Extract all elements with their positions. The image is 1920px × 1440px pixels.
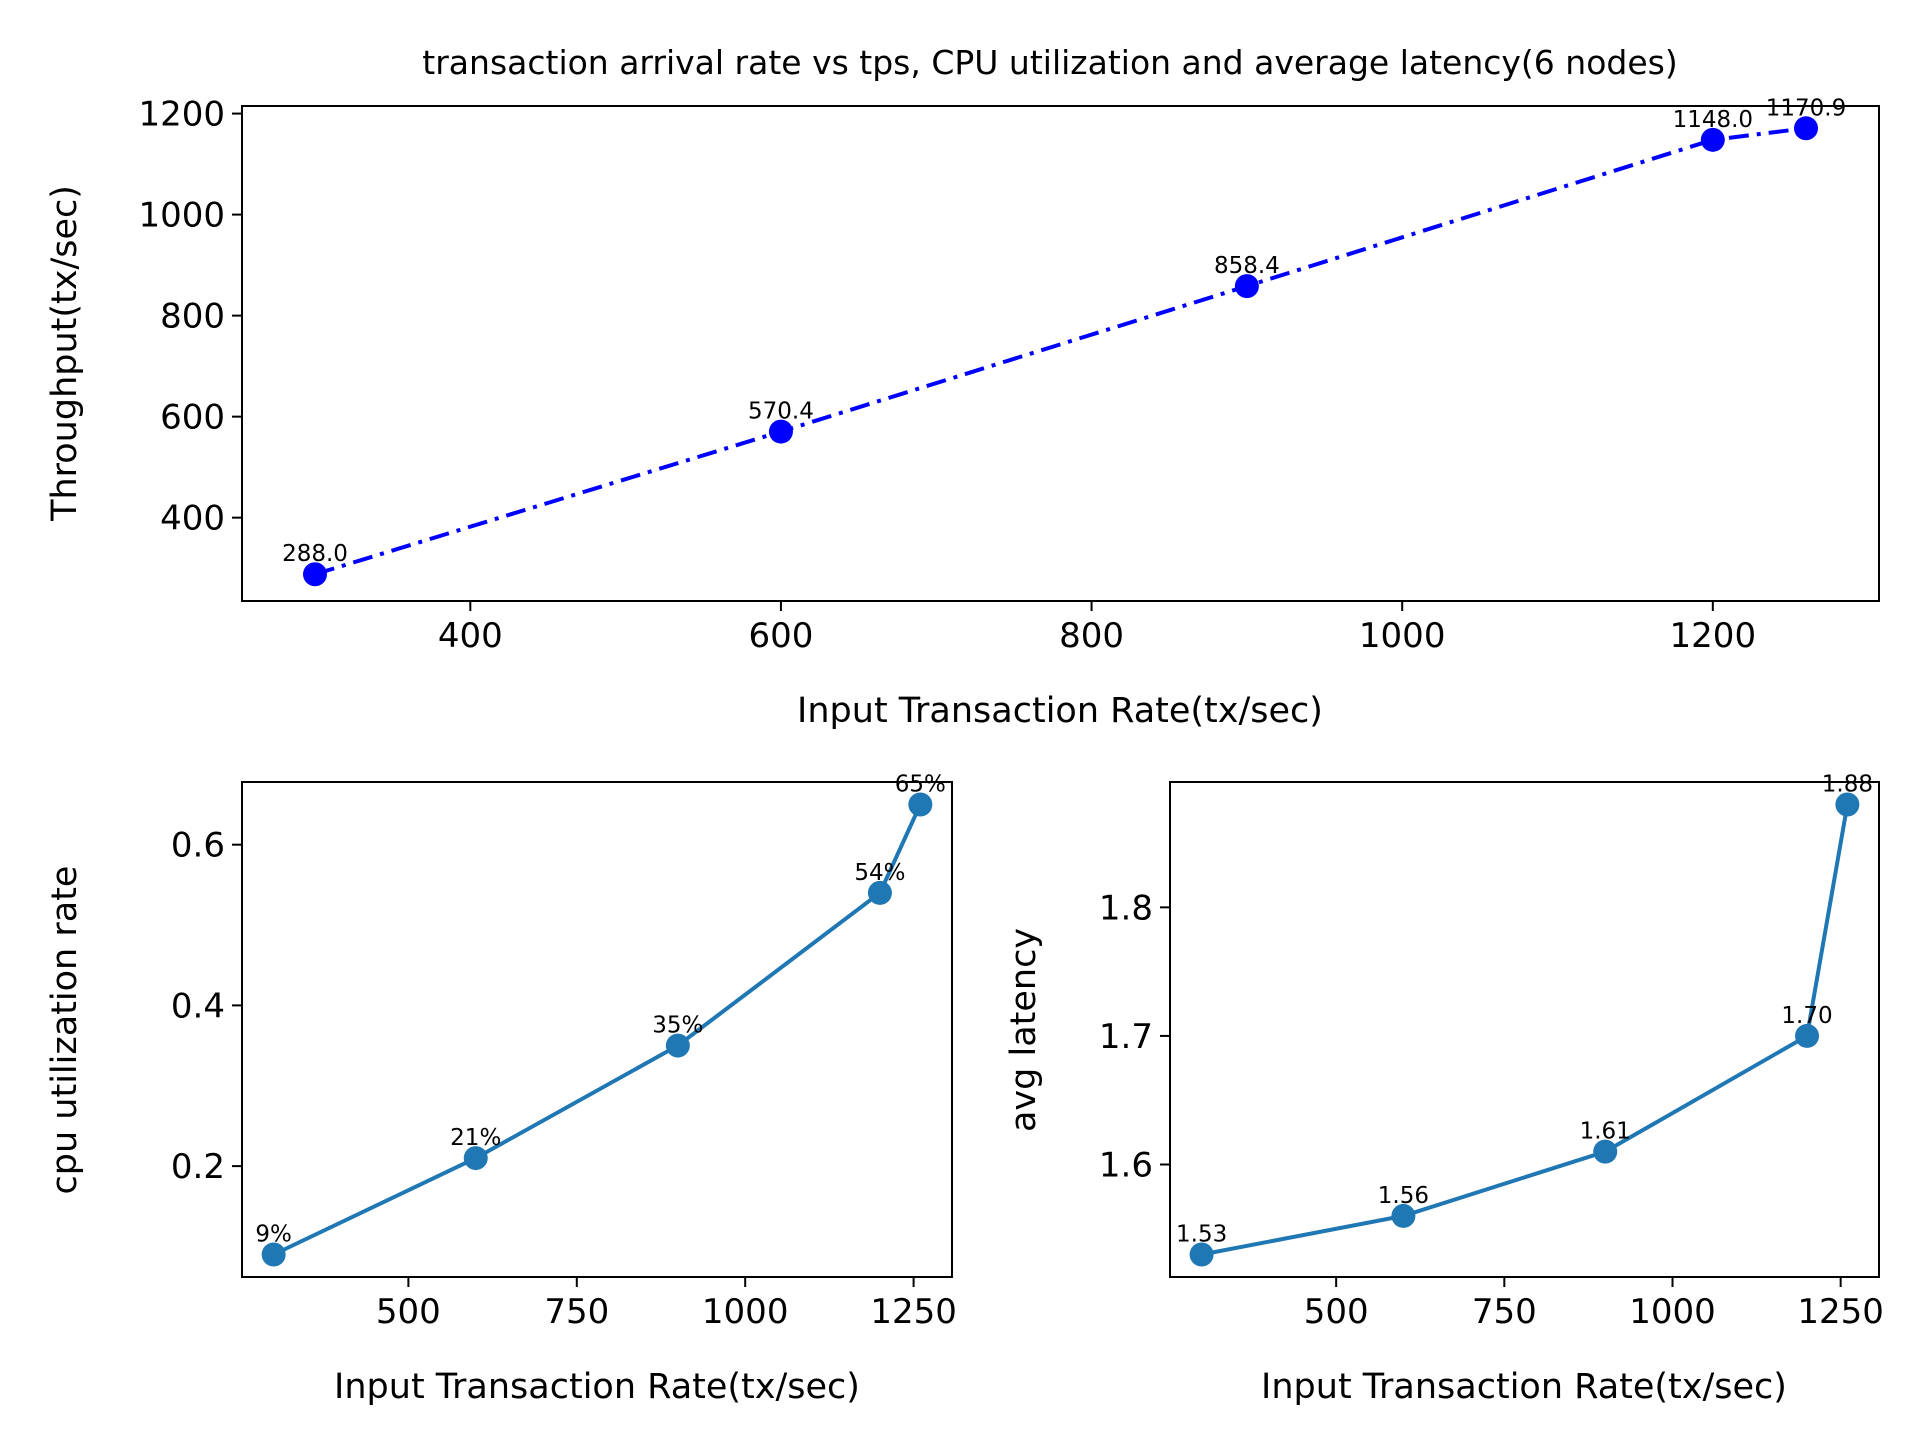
y-tick-label: 0.6: [171, 826, 225, 866]
data-label: 1170.9: [1766, 95, 1846, 121]
data-label: 1148.0: [1673, 107, 1753, 133]
data-label: 1.70: [1781, 1003, 1832, 1029]
data-point: [1593, 1139, 1618, 1164]
y-tick-label: 1.7: [1099, 1017, 1153, 1057]
series-line: [272, 803, 923, 1257]
x-tick-label: 600: [748, 616, 813, 656]
data-label: 21%: [450, 1125, 501, 1151]
data-point: [1189, 1242, 1214, 1267]
data-label: 1.61: [1580, 1119, 1631, 1145]
data-label: 570.4: [748, 399, 814, 425]
y-tick-label: 0.4: [171, 986, 225, 1026]
data-point: [908, 792, 933, 817]
throughput-plot-frame: [241, 105, 1880, 602]
cpu-plot-frame: [241, 781, 953, 1278]
latency-x-ticks: 500 750 1000 1250: [1304, 1277, 1884, 1332]
data-label: 288.0: [282, 541, 348, 567]
x-tick-label: 800: [1059, 616, 1124, 656]
latency-y-ticks: 1.6 1.7 1.8: [1099, 888, 1170, 1186]
data-point: [1391, 1203, 1416, 1228]
x-tick-label: 1000: [1359, 616, 1446, 656]
data-point: [1794, 116, 1819, 141]
y-tick-label: 800: [160, 297, 225, 337]
throughput-y-axis-label: Throughput(tx/sec): [45, 185, 85, 522]
y-tick-label: 1200: [138, 95, 225, 135]
data-point: [665, 1033, 690, 1058]
data-label: 65%: [895, 772, 946, 798]
cpu-y-ticks: 0.2 0.4 0.6: [171, 826, 242, 1187]
latency-plot-frame: [1169, 781, 1880, 1278]
data-point: [867, 880, 892, 905]
data-point: [1234, 274, 1259, 299]
x-tick-label: 1250: [1797, 1292, 1884, 1332]
x-tick-label: 500: [1304, 1292, 1369, 1332]
data-point: [768, 419, 793, 444]
throughput-x-ticks: 400 600 800 1000 1200: [438, 601, 1756, 656]
latency-panel: 500 750 1000 1250 1.6 1.7 1.8 1.53 1.56 1.61 1.7…: [1004, 772, 1884, 1408]
figure-title: transaction arrival rate vs tps, CPU uti…: [422, 43, 1677, 82]
x-tick-label: 1000: [702, 1292, 789, 1332]
x-tick-label: 1250: [870, 1292, 957, 1332]
latency-y-axis-label: avg latency: [1004, 928, 1044, 1132]
y-tick-label: 1000: [138, 196, 225, 236]
data-label: 9%: [255, 1222, 292, 1248]
cpu-series: 9% 21% 35% 54% 65%: [255, 772, 946, 1267]
throughput-panel: 400 600 800 1000 1200 400 600 800 1000 1200 288.…: [45, 95, 1880, 731]
data-label: 1.56: [1378, 1183, 1429, 1209]
x-tick-label: 1000: [1629, 1292, 1716, 1332]
throughput-y-ticks: 400 600 800 1000 1200: [138, 95, 242, 539]
data-point: [1795, 1023, 1820, 1048]
data-point: [302, 562, 327, 587]
throughput-x-axis-label: Input Transaction Rate(tx/sec): [797, 691, 1323, 731]
x-tick-label: 1200: [1670, 616, 1757, 656]
y-tick-label: 0.2: [171, 1147, 225, 1187]
x-tick-label: 400: [438, 616, 503, 656]
data-point: [261, 1242, 286, 1267]
throughput-series: 288.0 570.4 858.4 1148.0 1170.9: [282, 95, 1846, 587]
y-tick-label: 1.8: [1099, 888, 1153, 928]
data-point: [1835, 792, 1860, 817]
y-tick-label: 400: [160, 499, 225, 539]
latency-series: 1.53 1.56 1.61 1.70 1.88: [1176, 772, 1873, 1267]
series-line: [1201, 804, 1850, 1257]
latency-x-axis-label: Input Transaction Rate(tx/sec): [1261, 1367, 1787, 1407]
cpu-panel: 500 750 1000 1250 0.20.40.6 9%21%35%54%65% …: [45, 772, 957, 1408]
data-point: [1700, 127, 1725, 152]
series-line: [314, 126, 1807, 577]
x-tick-label: 500: [376, 1292, 441, 1332]
cpu-x-ticks: 500 750 1000 1250: [376, 1277, 957, 1332]
x-tick-label: 750: [1472, 1292, 1537, 1332]
data-point: [463, 1146, 488, 1171]
y-tick-label: 1.6: [1099, 1146, 1153, 1186]
x-tick-label: 750: [544, 1292, 609, 1332]
data-label: 54%: [854, 860, 905, 886]
cpu-y-axis-label: cpu utilization rate: [45, 866, 85, 1195]
data-label: 858.4: [1214, 253, 1280, 279]
data-label: 35%: [652, 1013, 703, 1039]
data-label: 1.88: [1822, 772, 1873, 798]
y-tick-label: 600: [160, 398, 225, 438]
data-label: 1.53: [1176, 1222, 1227, 1248]
cpu-x-axis-label: Input Transaction Rate(tx/sec): [334, 1367, 860, 1407]
